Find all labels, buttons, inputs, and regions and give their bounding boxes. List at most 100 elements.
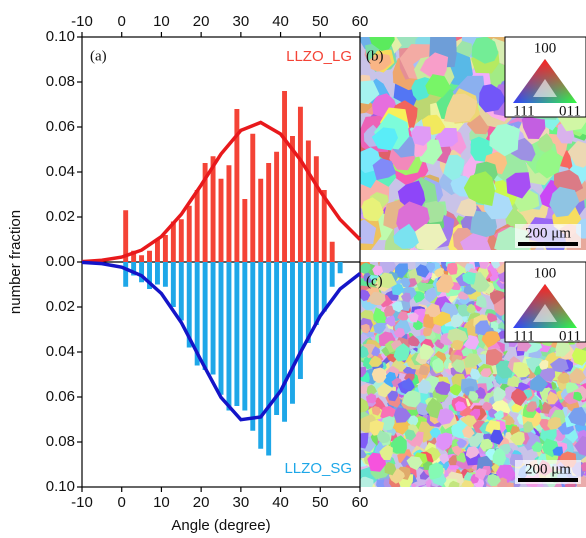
grain <box>451 445 462 456</box>
grain <box>475 294 487 308</box>
x-tick-label: 40 <box>272 13 289 30</box>
grain <box>417 379 432 394</box>
grain <box>400 277 411 288</box>
fit-curve <box>81 260 362 422</box>
grain <box>360 366 367 378</box>
bar <box>139 262 145 283</box>
y-tick-label: 0.04 <box>46 343 75 360</box>
grain <box>443 93 478 123</box>
grain <box>471 37 499 64</box>
grain <box>547 416 562 430</box>
grain <box>478 262 490 269</box>
grain <box>393 223 419 249</box>
grain <box>393 327 406 338</box>
grain <box>487 473 501 487</box>
scale-bar-label: 200 μm <box>525 461 571 477</box>
grain <box>503 415 515 426</box>
grain <box>571 347 586 366</box>
x-tick-label: 30 <box>233 13 250 30</box>
grain <box>387 390 399 402</box>
y-tick-label: 0.04 <box>46 163 75 180</box>
grain <box>412 320 423 330</box>
bar <box>258 178 264 262</box>
x-tick-label: 60 <box>352 13 369 30</box>
grain <box>489 123 521 157</box>
key-label: 011 <box>559 328 581 344</box>
bar <box>194 190 200 262</box>
grain <box>446 262 458 275</box>
y-axis-label: number fraction <box>7 210 24 314</box>
bar <box>250 262 256 431</box>
grain <box>448 480 460 487</box>
grain <box>408 312 419 323</box>
grain <box>406 456 423 471</box>
bar <box>162 235 168 262</box>
bar <box>170 221 176 262</box>
grain <box>539 368 556 382</box>
grain <box>372 158 397 181</box>
series-label: LLZO_SG <box>284 460 352 477</box>
grain <box>462 271 476 285</box>
grain <box>443 154 465 181</box>
grain <box>397 180 426 212</box>
bar <box>210 262 216 375</box>
bar <box>186 205 192 262</box>
x-tick-label: -10 <box>71 13 93 30</box>
y-tick-label: 0.00 <box>46 253 75 270</box>
grain <box>360 432 369 449</box>
grain <box>425 74 451 98</box>
grain <box>461 480 475 487</box>
grain <box>360 476 374 487</box>
grain <box>434 381 451 395</box>
y-tick-label: 0.08 <box>46 73 75 90</box>
grain <box>426 303 441 318</box>
grain <box>510 388 528 406</box>
grain <box>418 364 429 376</box>
bar <box>234 262 240 406</box>
grain <box>419 52 449 79</box>
grain <box>402 390 421 408</box>
bar <box>170 262 176 307</box>
grain <box>415 264 430 278</box>
bar <box>123 210 129 262</box>
fit-curve <box>81 120 362 264</box>
grain <box>481 401 494 411</box>
grain <box>377 430 391 444</box>
grain <box>493 410 504 421</box>
grain <box>366 393 377 404</box>
grain <box>465 446 480 459</box>
grain <box>464 353 483 368</box>
grain <box>380 406 396 420</box>
grain <box>423 314 437 329</box>
y-tick-label: 0.06 <box>46 118 75 135</box>
bar <box>290 262 295 404</box>
grain <box>369 37 395 51</box>
grain <box>410 125 432 146</box>
grain <box>490 429 504 445</box>
grain <box>413 291 425 303</box>
bar <box>266 163 272 262</box>
grain <box>451 339 464 350</box>
grain <box>487 313 498 323</box>
grain <box>509 431 525 446</box>
grain <box>371 127 398 151</box>
x-tick-label: 20 <box>193 13 210 30</box>
grain <box>394 263 409 279</box>
grain <box>390 435 407 454</box>
grain <box>490 262 501 269</box>
grain <box>371 406 381 416</box>
grain <box>486 348 503 366</box>
bar <box>162 262 168 287</box>
panel-label: (c) <box>366 273 383 289</box>
scale-bar-label: 200 μm <box>525 225 571 241</box>
grain <box>481 331 501 348</box>
y-tick-label: 0.02 <box>46 298 75 315</box>
bar <box>186 262 192 348</box>
bar <box>194 262 200 366</box>
x-tick-label: 10 <box>153 13 170 30</box>
grain <box>436 273 454 293</box>
grain <box>428 462 444 480</box>
grain <box>384 305 395 317</box>
grain <box>368 355 383 367</box>
grain <box>479 438 494 452</box>
